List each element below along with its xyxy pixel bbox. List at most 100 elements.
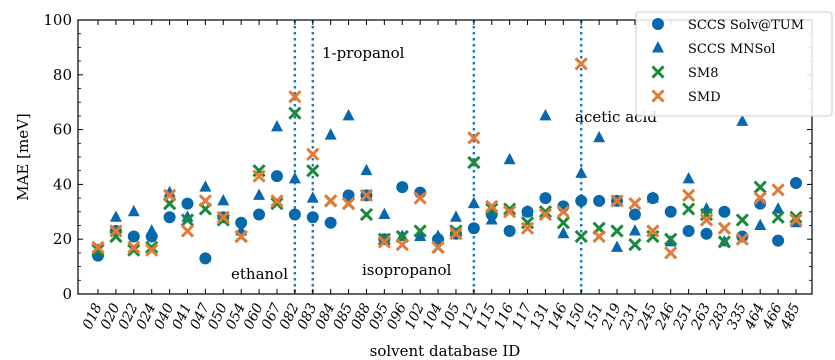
marker-stroke bbox=[538, 207, 553, 222]
data-point bbox=[324, 128, 337, 140]
data-point bbox=[556, 205, 570, 219]
y-axis-label: MAE [meV] bbox=[14, 113, 32, 201]
marker-stroke bbox=[306, 147, 320, 161]
data-point bbox=[413, 191, 427, 205]
marker-stroke bbox=[359, 188, 374, 202]
marker-stroke bbox=[485, 199, 499, 213]
marker-stroke bbox=[503, 202, 517, 216]
marker-stroke bbox=[681, 202, 696, 216]
marker-stroke bbox=[717, 235, 732, 249]
data-point bbox=[395, 238, 409, 252]
data-point bbox=[162, 196, 177, 211]
marker-stroke bbox=[651, 65, 665, 79]
data-point bbox=[538, 205, 553, 219]
data-point bbox=[109, 210, 122, 222]
data-point bbox=[575, 166, 588, 178]
data-point bbox=[145, 240, 159, 255]
data-point bbox=[324, 216, 337, 229]
legend-label: SCCS Solv@TUM bbox=[688, 18, 804, 33]
data-point bbox=[163, 211, 176, 224]
series-3 bbox=[91, 57, 803, 260]
data-point bbox=[771, 183, 785, 197]
marker-stroke bbox=[324, 194, 338, 208]
legend-label: SM8 bbox=[688, 66, 719, 81]
data-point bbox=[288, 90, 302, 104]
data-point bbox=[449, 224, 463, 238]
marker-stroke bbox=[145, 243, 159, 257]
marker-stroke bbox=[127, 240, 141, 255]
data-point bbox=[503, 152, 516, 165]
data-point bbox=[682, 224, 695, 237]
y-tick-label: 0 bbox=[62, 285, 72, 303]
data-point bbox=[790, 177, 802, 190]
marker-stroke bbox=[216, 213, 230, 227]
marker-stroke bbox=[681, 188, 696, 202]
data-point bbox=[378, 207, 391, 220]
data-point bbox=[199, 252, 212, 265]
legend-marker bbox=[651, 89, 665, 103]
data-point bbox=[306, 147, 320, 161]
annotation-1-propanol: 1-propanol bbox=[322, 44, 405, 62]
data-point bbox=[503, 202, 517, 216]
data-point bbox=[503, 205, 517, 219]
data-point bbox=[592, 229, 606, 244]
data-point bbox=[592, 221, 606, 235]
marker-stroke bbox=[789, 210, 803, 224]
data-point bbox=[180, 224, 195, 238]
data-point bbox=[145, 224, 158, 236]
data-point bbox=[628, 238, 642, 252]
data-point bbox=[575, 194, 588, 207]
data-point bbox=[216, 210, 230, 224]
marker-stroke bbox=[377, 232, 391, 246]
marker-stroke bbox=[628, 196, 642, 211]
vertical-marker-lines bbox=[293, 20, 583, 294]
y-tick-label: 60 bbox=[53, 121, 72, 139]
data-point bbox=[181, 197, 194, 210]
data-point bbox=[127, 243, 141, 257]
data-point bbox=[180, 213, 195, 227]
data-point bbox=[127, 230, 140, 243]
marker-stroke bbox=[395, 229, 409, 244]
y-axis-ticks: 0 20 40 60 80 100 bbox=[43, 11, 812, 303]
marker-stroke bbox=[574, 57, 588, 71]
data-point bbox=[485, 213, 498, 225]
legend-box bbox=[635, 11, 833, 117]
marker-stroke bbox=[556, 205, 570, 219]
marker-stroke bbox=[735, 213, 749, 227]
marker-stroke bbox=[198, 202, 213, 216]
y-tick-label: 40 bbox=[53, 175, 72, 193]
marker-stroke bbox=[216, 210, 230, 224]
marker-stroke bbox=[574, 229, 588, 244]
marker-stroke bbox=[288, 90, 302, 104]
marker-stroke bbox=[162, 196, 177, 211]
marker-stroke bbox=[628, 238, 642, 252]
marker-stroke bbox=[145, 240, 159, 255]
legend-label: SMD bbox=[688, 90, 721, 105]
data-point bbox=[717, 235, 732, 249]
y-tick-label: 80 bbox=[53, 66, 72, 84]
legend-marker bbox=[651, 65, 665, 79]
marker-stroke bbox=[306, 164, 320, 178]
data-point bbox=[628, 224, 641, 236]
data-point bbox=[431, 240, 445, 255]
data-point bbox=[754, 218, 767, 230]
data-point bbox=[162, 188, 177, 202]
marker-stroke bbox=[234, 229, 248, 244]
marker-stroke bbox=[664, 246, 678, 260]
data-point bbox=[217, 193, 230, 206]
marker-stroke bbox=[789, 213, 803, 227]
data-point bbox=[324, 194, 338, 208]
data-point bbox=[772, 202, 785, 214]
data-point bbox=[288, 172, 301, 184]
data-point bbox=[610, 194, 624, 208]
data-point bbox=[628, 196, 642, 211]
marker-stroke bbox=[485, 202, 499, 216]
annotation-ethanol: ethanol bbox=[231, 265, 288, 283]
marker-stroke bbox=[449, 224, 463, 238]
data-point bbox=[253, 188, 266, 200]
data-point bbox=[574, 229, 588, 244]
data-point bbox=[342, 109, 355, 121]
data-point bbox=[377, 235, 391, 249]
marker-stroke bbox=[771, 210, 785, 224]
